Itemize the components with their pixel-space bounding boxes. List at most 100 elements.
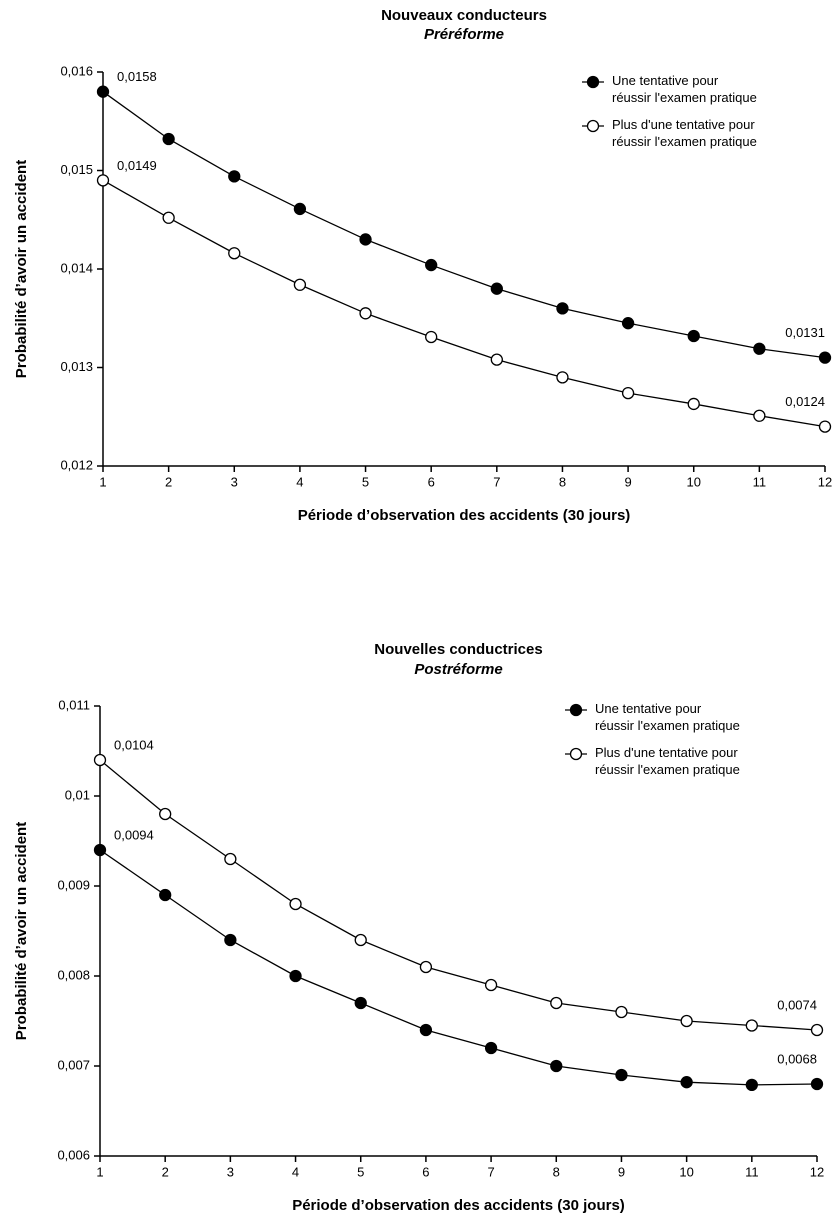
y-tick-label: 0,01 [65, 787, 90, 802]
marker [425, 258, 438, 272]
legend-label: Plus d'une tentative pour réussir l'exame… [612, 117, 757, 149]
legend-label: Une tentative pour réussir l'examen prati… [612, 73, 757, 105]
x-tick-label: 10 [679, 1164, 693, 1179]
marker [293, 202, 307, 216]
x-tick-label: 7 [487, 1164, 494, 1179]
y-tick-label: 0,009 [57, 877, 90, 892]
marker [621, 386, 635, 400]
marker [96, 174, 110, 187]
marker [556, 371, 569, 384]
marker [680, 1014, 693, 1028]
value-label: 0,0068 [777, 1051, 817, 1066]
marker [425, 330, 438, 344]
x-tick-label: 11 [753, 474, 767, 489]
marker [550, 1059, 563, 1073]
value-label: 0,0074 [777, 997, 817, 1012]
marker [354, 996, 367, 1010]
series-line [99, 849, 818, 1086]
y-tick-label: 0,006 [57, 1147, 90, 1162]
value-label: 0,0124 [785, 394, 825, 409]
x-tick-label: 9 [624, 474, 631, 489]
y-tick-label: 0,016 [60, 63, 93, 78]
y-tick-label: 0,015 [60, 162, 93, 177]
x-tick-label: 4 [292, 1164, 299, 1179]
marker [550, 996, 563, 1010]
x-tick-label: 9 [618, 1164, 625, 1179]
x-axis-title: Période d’observation des accidents (30 … [298, 507, 631, 524]
x-tick-label: 3 [231, 474, 238, 489]
series-line [102, 179, 826, 428]
y-tick-label: 0,011 [58, 697, 90, 712]
y-tick-label: 0,012 [60, 457, 93, 472]
marker [818, 420, 832, 433]
chart-subtitle: Préréforme [424, 26, 504, 43]
value-label: 0,0158 [117, 69, 157, 84]
x-tick-label: 6 [428, 474, 435, 489]
marker [687, 397, 700, 411]
y-axis-title: Probabilité d’avoir un accident [13, 822, 30, 1040]
marker [289, 897, 302, 911]
marker [753, 342, 766, 355]
series-line [99, 759, 818, 1031]
y-tick-label: 0,013 [60, 359, 93, 374]
marker [228, 170, 241, 183]
x-tick-label: 3 [227, 1164, 234, 1179]
chart-title: Nouveaux conducteurs [381, 7, 547, 24]
legend-marker [569, 703, 583, 717]
marker [687, 329, 700, 343]
x-tick-label: 8 [553, 1164, 560, 1179]
x-tick-label: 11 [745, 1164, 759, 1179]
chart-title: Nouvelles conductrices [374, 641, 542, 658]
series-line [102, 91, 826, 359]
marker [159, 807, 172, 821]
marker [224, 852, 237, 866]
marker [228, 247, 241, 260]
marker [93, 843, 107, 857]
x-tick-label: 6 [422, 1164, 429, 1179]
x-tick-label: 8 [559, 474, 566, 489]
legend-label: Une tentative pour réussir l'examen prati… [595, 701, 740, 733]
marker [96, 85, 110, 98]
value-label: 0,0104 [114, 737, 154, 752]
marker [556, 302, 569, 315]
marker [419, 960, 433, 974]
marker [162, 211, 175, 224]
x-tick-label: 1 [99, 474, 106, 489]
legend-marker [586, 119, 600, 133]
marker [680, 1076, 693, 1089]
marker [419, 1023, 433, 1037]
x-tick-label: 1 [96, 1164, 103, 1179]
marker [490, 282, 503, 295]
legend-marker [586, 75, 600, 89]
marker [359, 233, 372, 246]
y-tick-label: 0,008 [57, 967, 90, 982]
x-tick-label: 4 [296, 474, 303, 489]
y-axis-title: Probabilité d’avoir un accident [13, 160, 30, 378]
legend-label: Plus d'une tentative pour réussir l'exame… [595, 745, 740, 777]
value-label: 0,0149 [117, 158, 157, 173]
marker [293, 278, 307, 291]
marker [484, 1041, 498, 1055]
x-tick-label: 2 [162, 1164, 169, 1179]
y-tick-label: 0,014 [60, 260, 93, 275]
x-tick-label: 5 [357, 1164, 364, 1179]
x-tick-label: 12 [818, 474, 832, 489]
marker [490, 353, 503, 366]
marker [354, 933, 367, 947]
marker [818, 351, 832, 364]
marker [359, 307, 372, 320]
marker [745, 1019, 758, 1032]
marker [159, 888, 172, 902]
marker [753, 409, 766, 422]
marker [162, 132, 175, 146]
marker [621, 317, 635, 330]
x-tick-label: 5 [362, 474, 369, 489]
marker [615, 1005, 628, 1019]
value-label: 0,0131 [785, 325, 825, 340]
marker [615, 1068, 628, 1082]
marker [810, 1077, 824, 1091]
x-tick-label: 12 [810, 1164, 824, 1179]
marker [810, 1023, 824, 1037]
chart-subtitle: Postréforme [414, 661, 502, 678]
